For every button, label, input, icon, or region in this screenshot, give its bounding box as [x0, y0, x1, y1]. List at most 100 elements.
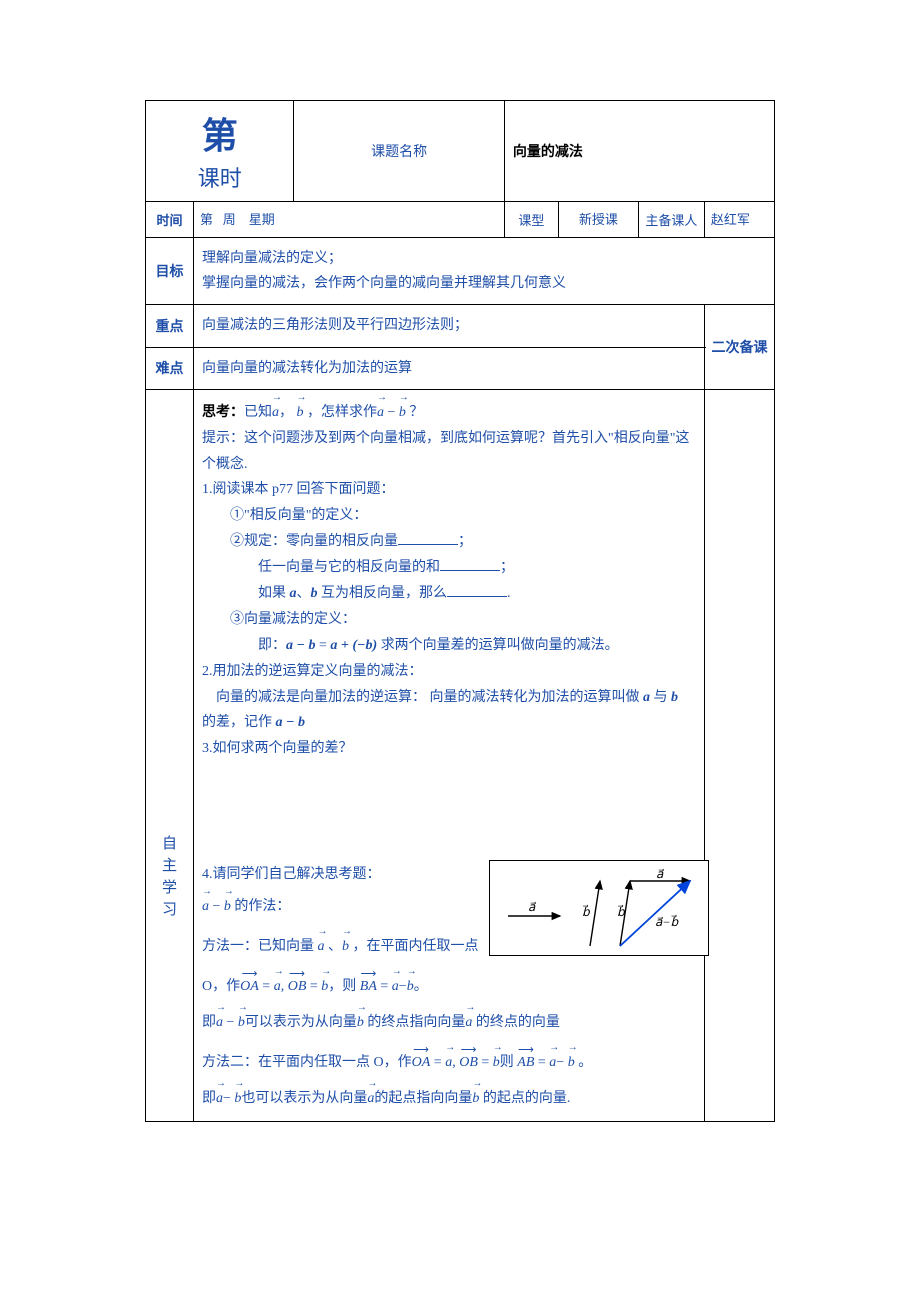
method2-l1: 方法二：在平面内任取一点 O，作OA = a, OB = b则 AB = a− … — [202, 1050, 692, 1076]
main-content: 思考：已知a， b ，怎样求作a − b ？ 提示：这个问题涉及到两个向量相减，… — [194, 389, 705, 1122]
q1b2-t: 任一向量与它的相反向量的和 — [258, 560, 440, 575]
vl-3: 学 — [152, 876, 187, 897]
vb5: b — [238, 1010, 245, 1036]
va8: a — [549, 1050, 556, 1076]
diagram-svg: a⃗ b⃗ a⃗ b⃗ a⃗−b⃗ — [490, 861, 708, 955]
va3: a — [274, 974, 281, 1000]
keypoint-label: 重点 — [146, 305, 194, 347]
q1c: ③向量减法的定义： — [202, 607, 692, 633]
goal-label: 目标 — [146, 238, 194, 305]
m1b: 、 — [325, 939, 343, 954]
big-char: 第 — [202, 115, 238, 156]
q2b-t: 与 — [650, 690, 671, 705]
q1b-t: ②规定：零向量的相反向量 — [230, 534, 398, 549]
svg-text:b⃗: b⃗ — [582, 904, 591, 919]
vb6: b — [357, 1010, 364, 1036]
OB: OB — [288, 974, 307, 1000]
vb8: b — [568, 1050, 575, 1076]
AB: AB — [517, 1050, 534, 1076]
OA: OA — [240, 974, 259, 1000]
vb7: b — [493, 1050, 500, 1076]
period1: . — [507, 586, 511, 601]
bold-a: a — [290, 586, 297, 601]
difficulty-text: 向量向量的减法转化为加法的运算 — [194, 347, 705, 389]
t1: 已知 — [244, 405, 272, 420]
q1a: ①"相反向量"的定义： — [202, 503, 692, 529]
method1-l2: O，作OA = a, OB = b，则 BA = a−b。 — [202, 974, 692, 1000]
dot: 、 — [297, 586, 311, 601]
q1c-exp: 即：a − b = a + (−b) 求两个向量差的运算叫做向量的减法。 — [202, 633, 692, 659]
weekday-label: 星期 — [249, 212, 275, 227]
time-label: 时间 — [146, 202, 194, 238]
q2a-t: 向量的减法是向量加法的逆运算： 向量的减法转化为加法的运算叫做 — [216, 690, 643, 705]
q1: 1.阅读课本 p77 回答下面问题： — [202, 477, 692, 503]
blank-3 — [447, 583, 507, 597]
keypoint-text: 向量减法的三角形法则及平行四边形法则； — [194, 305, 705, 347]
hint-line: 提示：这个问题涉及到两个向量相减，到底如何运算呢？首先引入"相反向量"这个概念. — [202, 426, 692, 478]
m2a: 方法二：在平面内任取一点 O，作 — [202, 1055, 412, 1070]
vb10: b — [472, 1086, 479, 1112]
vec-b2: b — [399, 400, 406, 426]
vb4: b — [407, 974, 414, 1000]
q2c-t: 的差，记作 — [202, 715, 276, 730]
va7: a — [445, 1050, 452, 1076]
vl-1: 自 — [152, 832, 187, 853]
m2f: 的起点指向向量 — [374, 1091, 472, 1106]
OB2: OB — [459, 1050, 478, 1076]
type-value: 新授课 — [558, 202, 638, 238]
m1a: 方法一：已知向量 — [202, 939, 318, 954]
week-prefix: 第 — [200, 212, 213, 227]
m1g: 即 — [202, 1015, 216, 1030]
expr-amb: a − b — [286, 638, 315, 653]
q2a: 向量的减法是向量加法的逆运算： 向量的减法转化为加法的运算叫做 a 与 b — [202, 685, 692, 711]
semi2: ； — [500, 560, 514, 575]
m2c: 。 — [575, 1055, 593, 1070]
m1-vb: b — [342, 934, 349, 960]
lesson-plan-table: 第 课时 课题名称 向量的减法 时间 第 周 星期 课型 新授课 主备课人 赵红… — [145, 100, 775, 1122]
goal-line1: 理解向量减法的定义； — [202, 251, 342, 266]
bi-amb: a − b — [276, 715, 305, 730]
bold-b: b — [311, 586, 318, 601]
think-label: 思考： — [202, 405, 244, 420]
q1b: ②规定：零向量的相反向量 ； — [202, 529, 692, 555]
sidebar-secondary: 二次备课 — [705, 305, 775, 389]
q2: 2.用加法的逆运算定义向量的减法： — [202, 659, 692, 685]
m1e: ，则 — [328, 979, 360, 994]
goal-line2: 掌握向量的减法，会作两个向量的减向量并理解其几何意义 — [202, 276, 566, 291]
q1b2: 任一向量与它的相反向量的和 ； — [202, 555, 692, 581]
va: a — [202, 894, 209, 920]
q1c-e2: 求两个向量差的运算叫做向量的减法。 — [377, 638, 619, 653]
va10: a — [367, 1086, 374, 1112]
m2e: 也可以表示为从向量 — [241, 1091, 367, 1106]
preparer-value: 赵红军 — [704, 202, 774, 238]
vector-diagram: a⃗ b⃗ a⃗ b⃗ a⃗−b⃗ — [489, 860, 709, 956]
vec-a: a — [272, 400, 279, 426]
m1c: ，在平面内任取一点 — [349, 939, 479, 954]
difficulty-label: 难点 — [146, 347, 194, 389]
m1h: 可以表示为从向量 — [245, 1015, 357, 1030]
m2d: 即 — [202, 1091, 216, 1106]
vec-b: b — [297, 400, 304, 426]
time-value: 第 周 星期 — [194, 202, 505, 238]
goal-text: 理解向量减法的定义； 掌握向量的减法，会作两个向量的减向量并理解其几何意义 — [194, 238, 775, 305]
vb: b — [224, 894, 231, 920]
m2g: 的起点的向量. — [479, 1091, 570, 1106]
m1j: 的终点的向量 — [472, 1015, 560, 1030]
expr-apnb: a + (−b) — [330, 638, 377, 653]
q1b3-t1: 如果 — [258, 586, 290, 601]
week-suffix: 周 — [223, 212, 236, 227]
va9: a — [216, 1086, 223, 1112]
vb3: b — [321, 974, 328, 1000]
vec-a2: a — [377, 400, 384, 426]
BA: BA — [360, 974, 377, 1000]
q1b3: 如果 a、b 互为相反向量，那么. — [202, 581, 692, 607]
svg-text:a⃗: a⃗ — [528, 900, 536, 914]
OA2: OA — [412, 1050, 431, 1076]
topic-title: 向量的减法 — [504, 101, 774, 202]
m1-va: a — [318, 934, 325, 960]
bi-a: a — [643, 690, 650, 705]
m1i: 的终点指向向量 — [364, 1015, 466, 1030]
t4: ？ — [409, 405, 423, 420]
q2c: 的差，记作 a − b — [202, 710, 692, 736]
semi1: ； — [458, 534, 472, 549]
